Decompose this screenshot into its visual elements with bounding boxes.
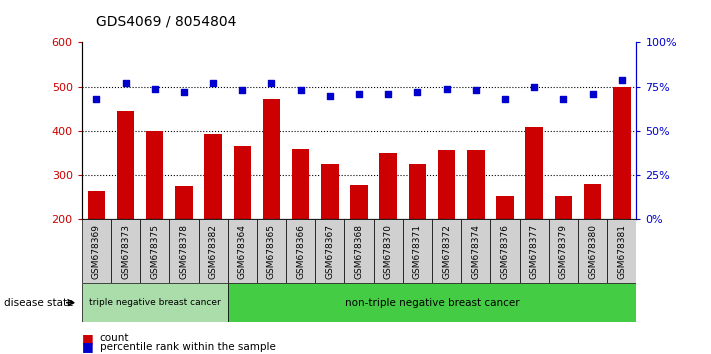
Bar (496, 196, 514, 308)
Bar (461, 219, 491, 283)
Bar (520, 219, 549, 283)
Text: disease state: disease state (4, 298, 73, 308)
Bar (292, 149, 309, 308)
Bar (263, 99, 280, 308)
Point (91, 96, 102, 102)
Point (149, 86, 161, 91)
Bar (198, 219, 228, 283)
Text: GSM678366: GSM678366 (296, 224, 305, 279)
Bar (380, 153, 397, 308)
Bar (578, 219, 607, 283)
Text: GSM678370: GSM678370 (384, 224, 392, 279)
Point (441, 86, 452, 91)
Text: ■: ■ (82, 332, 94, 344)
Point (237, 87, 248, 93)
Bar (613, 87, 631, 308)
Text: GSM678377: GSM678377 (530, 224, 539, 279)
Point (120, 80, 132, 86)
Point (324, 93, 336, 98)
Bar (228, 219, 257, 283)
Point (587, 91, 598, 97)
Text: triple negative breast cancer: triple negative breast cancer (89, 298, 220, 307)
Bar (228, 283, 636, 322)
Bar (82, 219, 111, 283)
Point (470, 87, 481, 93)
Bar (491, 219, 520, 283)
Text: GSM678379: GSM678379 (559, 224, 568, 279)
Bar (140, 219, 169, 283)
Point (528, 84, 540, 90)
Text: GSM678374: GSM678374 (471, 224, 481, 279)
Bar (409, 164, 426, 308)
Text: ■: ■ (82, 341, 94, 353)
Bar (175, 186, 193, 308)
Bar (467, 149, 485, 308)
Bar (549, 219, 578, 283)
Text: non-triple negative breast cancer: non-triple negative breast cancer (345, 298, 519, 308)
Bar (374, 219, 403, 283)
Bar (169, 219, 198, 283)
Bar (607, 219, 636, 283)
Point (208, 80, 219, 86)
Text: GSM678373: GSM678373 (121, 224, 130, 279)
Point (266, 80, 277, 86)
Point (499, 96, 510, 102)
Text: GSM678380: GSM678380 (588, 224, 597, 279)
Bar (204, 134, 222, 308)
Bar (555, 196, 572, 308)
Text: GSM678381: GSM678381 (617, 224, 626, 279)
Text: GSM678364: GSM678364 (237, 224, 247, 279)
Text: percentile rank within the sample: percentile rank within the sample (100, 342, 275, 352)
Point (412, 89, 423, 95)
Bar (146, 131, 164, 308)
Bar (233, 147, 251, 308)
Text: GSM678368: GSM678368 (355, 224, 363, 279)
Bar (315, 219, 344, 283)
Bar (525, 127, 543, 308)
Point (178, 89, 190, 95)
Text: GSM678367: GSM678367 (326, 224, 334, 279)
Bar (432, 219, 461, 283)
Text: GSM678372: GSM678372 (442, 224, 451, 279)
Bar (344, 219, 374, 283)
Point (383, 91, 394, 97)
Text: count: count (100, 333, 129, 343)
Bar (584, 184, 602, 308)
Point (295, 87, 306, 93)
Text: GSM678382: GSM678382 (208, 224, 218, 279)
Bar (438, 149, 455, 308)
Text: GSM678369: GSM678369 (92, 224, 101, 279)
Text: GSM678378: GSM678378 (179, 224, 188, 279)
Bar (257, 219, 286, 283)
Bar (286, 219, 315, 283)
Text: GDS4069 / 8054804: GDS4069 / 8054804 (96, 14, 236, 28)
Bar (82, 283, 228, 322)
Point (557, 96, 569, 102)
Bar (403, 219, 432, 283)
Bar (87, 191, 105, 308)
Text: GSM678376: GSM678376 (501, 224, 510, 279)
Point (353, 91, 365, 97)
Bar (111, 219, 140, 283)
Text: GSM678371: GSM678371 (413, 224, 422, 279)
Bar (117, 111, 134, 308)
Text: GSM678365: GSM678365 (267, 224, 276, 279)
Bar (351, 185, 368, 308)
Text: GSM678375: GSM678375 (150, 224, 159, 279)
Point (616, 77, 627, 82)
Bar (321, 164, 338, 308)
